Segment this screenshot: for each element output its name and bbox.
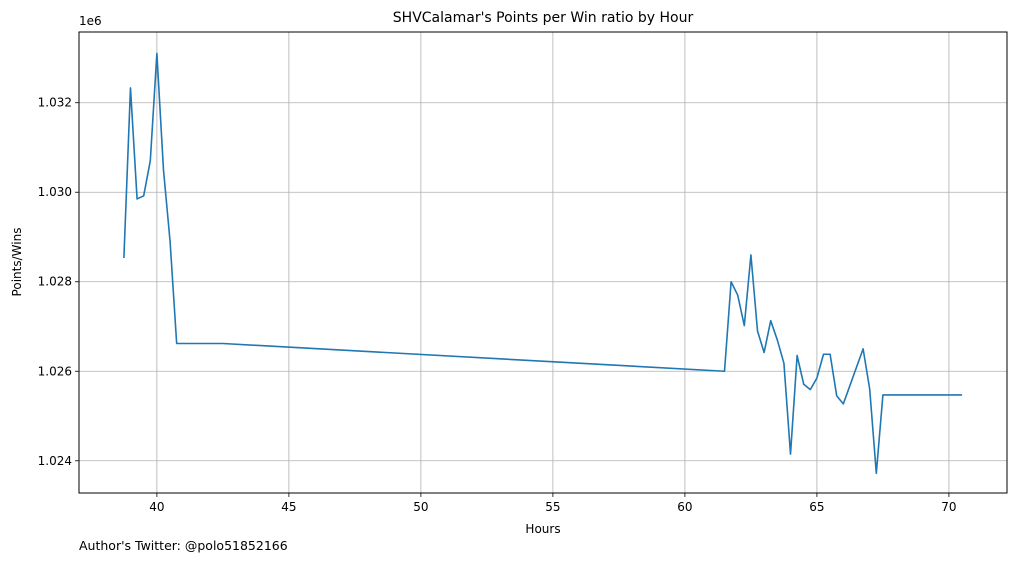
y-tick-label: 1.032 [38, 96, 72, 110]
y-axis-label: Points/Wins [10, 228, 24, 297]
y-tick-label: 1.026 [38, 364, 72, 378]
y-tick-label: 1.030 [38, 185, 72, 199]
chart-title: SHVCalamar's Points per Win ratio by Hou… [393, 10, 694, 26]
grid-lines [79, 32, 1007, 493]
x-axis-label: Hours [525, 522, 560, 536]
x-axis-ticks: 40 45 50 55 60 65 70 [149, 493, 957, 514]
x-tick-label: 60 [677, 500, 692, 514]
series-line-layer [123, 52, 963, 475]
y-axis-offset-label: 1e6 [79, 14, 102, 28]
x-tick-label: 70 [941, 500, 956, 514]
series-line [123, 52, 963, 475]
x-tick-label: 45 [281, 500, 296, 514]
y-tick-label: 1.024 [38, 454, 72, 468]
x-tick-label: 40 [149, 500, 164, 514]
plot-area-frame [78, 31, 1008, 494]
x-tick-label: 50 [413, 500, 428, 514]
x-tick-label: 65 [809, 500, 824, 514]
y-axis-ticks: 1.024 1.026 1.028 1.030 1.032 [38, 96, 79, 468]
y-tick-label: 1.028 [38, 275, 72, 289]
x-tick-label: 55 [545, 500, 560, 514]
author-twitter-note: Author's Twitter: @polo51852166 [79, 538, 288, 553]
